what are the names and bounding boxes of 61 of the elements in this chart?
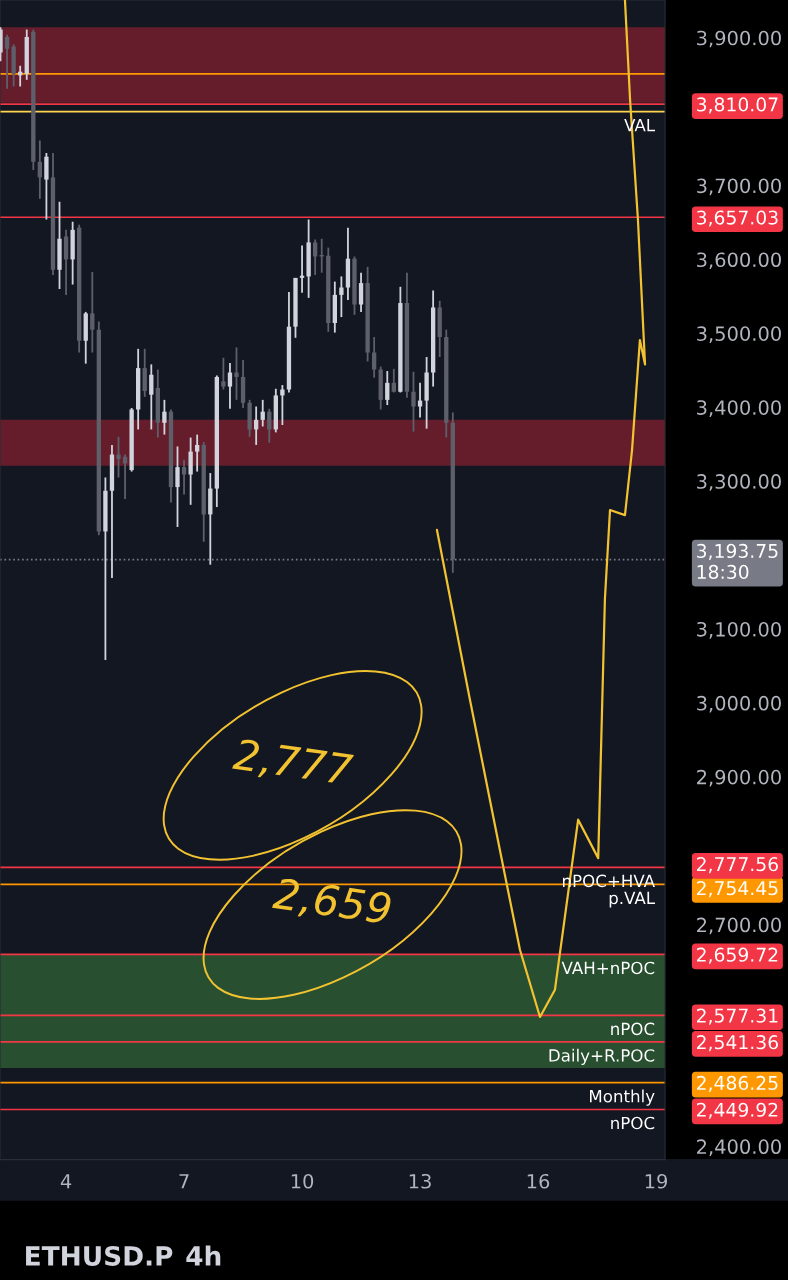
candlestick (188, 436, 193, 506)
candlestick (142, 347, 147, 398)
y-tick-label: 2,400.00 (697, 1139, 781, 1157)
y-tick-label: 3,000.00 (697, 695, 781, 713)
y-tick-label: 2,577.31 (697, 1008, 778, 1025)
ref-line-label: VAH+nPOC (561, 961, 655, 975)
x-tick-label: 10 (291, 1173, 314, 1189)
ref-line-label: p.VAL (609, 891, 656, 908)
candlestick (116, 435, 121, 479)
candlestick (417, 381, 423, 419)
y-tick-label: 3,400.00 (697, 400, 781, 417)
y-tick-label: 3,100.00 (697, 621, 781, 639)
candlestick (162, 398, 167, 436)
candlestick (181, 458, 187, 496)
candlestick (149, 363, 154, 431)
y-tick-label: 3,810.07 (697, 97, 778, 114)
text: 4h (186, 1245, 221, 1266)
x-tick-label: 16 (527, 1173, 550, 1189)
y-tick-label: 2,754.45 (697, 881, 778, 898)
ref-line-label: Daily+R.POC (549, 1048, 655, 1065)
candlestick (37, 139, 42, 200)
y-tick-label: 3,193.75 18:30 (697, 543, 778, 580)
candlestick (411, 370, 416, 433)
y-tick-label: 2,777.56 (697, 857, 778, 874)
y-tick-label: 3,600.00 (697, 252, 781, 270)
candlestick (227, 362, 233, 410)
candlestick (221, 356, 226, 391)
y-tick-label: 3,500.00 (697, 326, 781, 343)
annotation: 2,659 (271, 877, 392, 929)
candlestick (195, 433, 200, 473)
y-tick-label: 2,449.92 (697, 1102, 778, 1119)
y-tick-label: 3,700.00 (697, 178, 781, 196)
ref-line-label: nPOC (611, 1022, 655, 1036)
y-tick-label: 3,657.03 (697, 210, 778, 227)
candlestick (339, 275, 344, 318)
x-tick-label: 4 (60, 1174, 72, 1189)
y-tick-label: 2,659.72 (697, 947, 778, 964)
candlestick (175, 445, 180, 528)
candlestick (312, 238, 318, 276)
candlestick (260, 398, 265, 428)
annotation: 2,777 (231, 737, 355, 790)
ref-line-label: nPOC (611, 1116, 655, 1130)
candlestick (234, 346, 239, 401)
candlestick (358, 271, 364, 313)
candlestick (90, 271, 95, 354)
x-tick-label: 13 (409, 1173, 431, 1189)
x-tick-label: 19 (645, 1173, 668, 1189)
y-tick-label: 2,700.00 (697, 917, 781, 935)
ref-line-label: Monthly (590, 1089, 655, 1106)
x-tick-label: 7 (179, 1174, 189, 1189)
candlestick (280, 384, 285, 426)
y-tick-label: 2,541.36 (697, 1035, 778, 1052)
y-tick-label: 3,300.00 (697, 474, 781, 491)
candlestick (371, 336, 377, 379)
candlestick (4, 33, 10, 90)
y-tick-label: 2,486.25 (697, 1075, 778, 1092)
candlestick (44, 152, 49, 221)
candlestick (385, 370, 390, 406)
y-tick-label: 3,900.00 (697, 30, 781, 48)
y-tick-label: 2,900.00 (697, 769, 781, 787)
text: ETHUSD.P (26, 1245, 173, 1266)
